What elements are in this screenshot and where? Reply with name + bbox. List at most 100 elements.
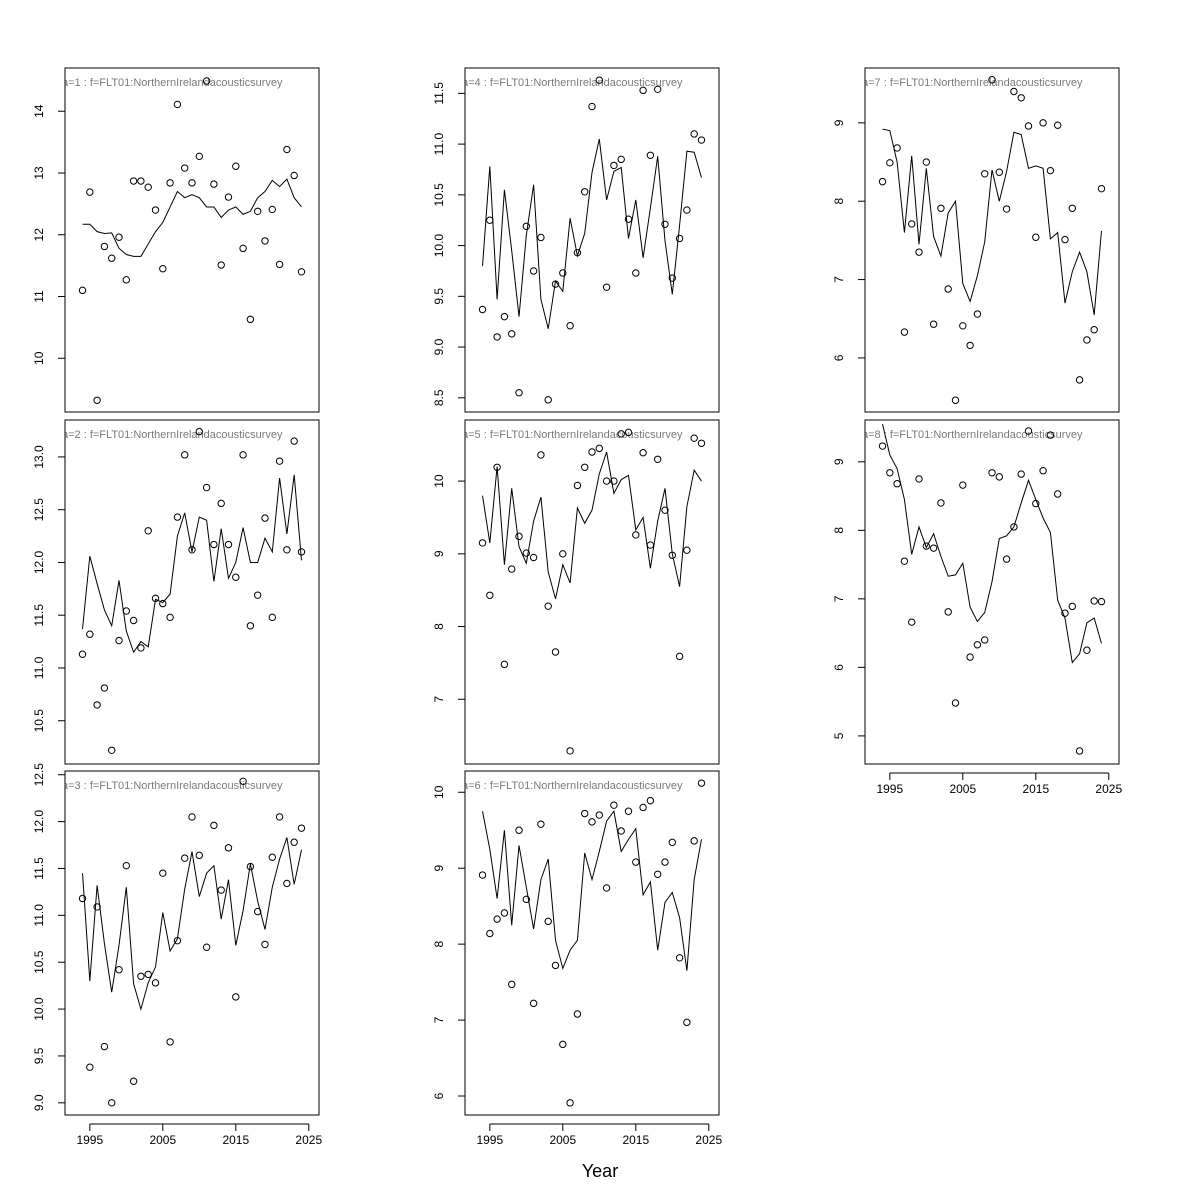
data-point [1053,490,1062,498]
data-point [610,477,618,485]
data-point [261,940,269,949]
data-point [297,548,306,556]
fitted-line [482,810,702,971]
data-point [1068,204,1076,212]
y-tick-label: 9.0 [32,1094,46,1111]
data-point [268,853,276,861]
data-point [1017,470,1025,478]
x-tick-label: 2005 [149,1133,176,1147]
data-point [529,999,538,1008]
panel-frame [64,67,320,413]
data-point [1024,122,1033,130]
y-tick-label: 6 [832,354,846,361]
data-point [661,220,669,228]
data-point [915,475,923,483]
plot-area: a=5 : f=FLT01:NorthernIrelandacousticsur… [465,428,706,755]
data-point [675,652,684,661]
data-point [900,557,909,565]
data-point [697,439,706,447]
data-point [973,310,982,318]
data-point [115,233,123,241]
y-tick-label: 13 [32,166,46,180]
data-point [100,684,109,692]
y-tick-label: 10.0 [432,234,446,258]
data-point [566,1099,574,1107]
data-point [951,699,960,707]
data-point [1061,609,1069,617]
data-point [529,267,538,275]
panel-frame [64,419,320,765]
data-point [929,320,938,328]
fitted-line [482,138,702,329]
data-point [610,801,618,809]
data-point [878,442,887,450]
data-point [566,322,574,330]
data-point [159,599,167,608]
data-point [668,838,676,847]
data-point [1024,427,1033,435]
data-point [202,943,211,951]
data-point [1075,747,1084,755]
data-point [900,328,909,336]
data-point [632,858,640,866]
panel: a=4 : f=FLT01:NorthernIrelandacousticsur… [432,67,720,413]
x-axis-title: Year [582,1161,618,1181]
fitted-line [882,423,1102,664]
data-point [581,809,589,818]
data-point [697,136,706,144]
data-point [246,622,255,630]
data-point [144,970,152,979]
x-tick-label: 1995 [876,782,903,796]
panel: a=7 : f=FLT01:NorthernIrelandacousticsur… [832,67,1120,413]
data-point [253,591,262,599]
data-point [283,145,291,154]
data-point [951,396,960,404]
data-point [253,907,262,916]
y-tick-label: 11.0 [32,656,46,679]
x-tick-label: 2025 [295,1133,322,1147]
data-point [893,480,901,488]
data-point [210,540,218,549]
data-point [493,333,501,341]
data-point [690,434,698,442]
y-tick-label: 9.0 [432,338,446,355]
y-tick-label: 10.5 [432,183,446,207]
data-point [508,565,516,573]
data-point [93,396,101,404]
y-tick-label: 9.5 [432,288,446,305]
data-point [908,618,916,626]
y-tick-label: 7 [432,696,446,703]
data-point [1032,233,1040,241]
data-point [588,102,596,111]
data-point [173,100,182,109]
data-point [515,389,523,397]
y-tick-label: 11.5 [32,604,46,627]
data-point [508,980,516,989]
x-tick-label: 1995 [76,1133,103,1147]
x-tick-label: 2015 [1022,782,1049,796]
data-point [690,837,698,845]
data-point [922,542,931,550]
data-point [93,701,101,709]
data-point [224,540,233,549]
data-point [253,207,262,215]
data-point [959,481,967,489]
data-point [1090,597,1098,605]
data-point [224,193,233,201]
data-point [261,514,269,522]
data-point [144,183,152,191]
data-point [500,660,509,669]
data-point [268,613,276,622]
data-point [886,159,894,167]
data-point [959,322,967,330]
y-tick-label: 10 [432,474,446,488]
data-point [690,130,698,138]
data-point [129,1077,138,1085]
panel-title: a=6 : f=FLT01:NorthernIrelandacousticsur… [462,780,683,792]
data-point [639,803,647,812]
y-tick-label: 6 [432,1092,446,1099]
fitted-line [82,474,302,654]
y-tick-label: 9 [432,550,446,557]
data-point [246,862,255,871]
